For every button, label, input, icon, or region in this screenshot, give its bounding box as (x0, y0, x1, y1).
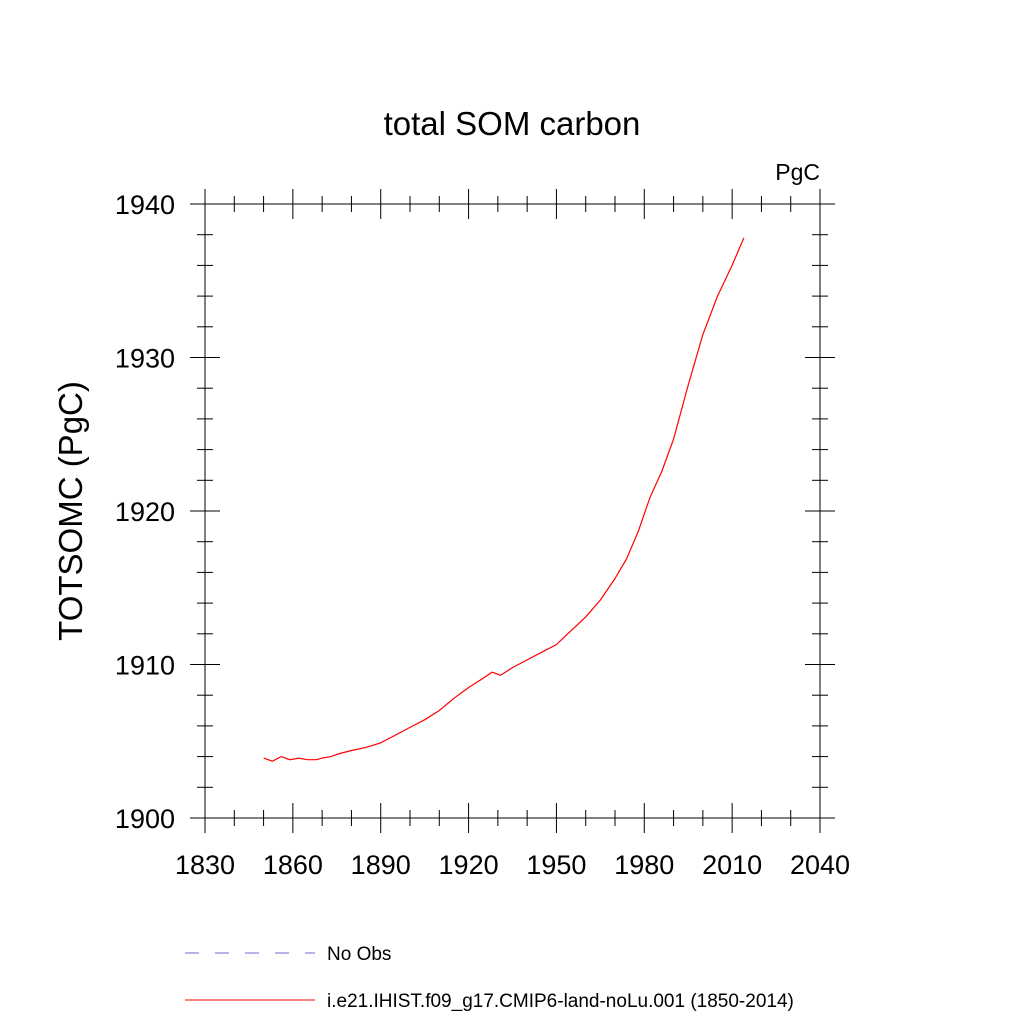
y-tick-label: 1940 (115, 190, 175, 220)
y-tick-label: 1930 (115, 344, 175, 374)
chart-title: total SOM carbon (384, 105, 641, 142)
series-line-0 (263, 237, 745, 762)
x-tick-label: 1950 (526, 850, 586, 880)
x-tick-label: 2040 (790, 850, 850, 880)
x-tick-label: 1920 (439, 850, 499, 880)
axis-ticks (190, 189, 835, 833)
units-label: PgC (775, 159, 820, 185)
y-tick-label: 1900 (115, 804, 175, 834)
x-tick-label: 1980 (614, 850, 674, 880)
series-layer (263, 237, 745, 762)
x-tick-label: 2010 (702, 850, 762, 880)
x-tick-label: 1830 (175, 850, 235, 880)
plot-frame (204, 203, 821, 819)
x-tick-label: 1890 (351, 850, 411, 880)
y-tick-label: 1910 (115, 651, 175, 681)
legend-label-model: i.e21.IHIST.f09_g17.CMIP6-land-noLu.001 … (327, 991, 794, 1012)
legend-label-no-obs: No Obs (327, 944, 391, 965)
legend: No Obs i.e21.IHIST.f09_g17.CMIP6-land-no… (185, 944, 794, 1012)
y-axis-label: TOTSOMC (PgC) (52, 381, 89, 641)
x-tick-label: 1860 (263, 850, 323, 880)
y-tick-label: 1920 (115, 497, 175, 527)
tick-labels: 1830 1860 1890 1920 1950 1980 2010 2040 1900 1910… (115, 190, 850, 880)
